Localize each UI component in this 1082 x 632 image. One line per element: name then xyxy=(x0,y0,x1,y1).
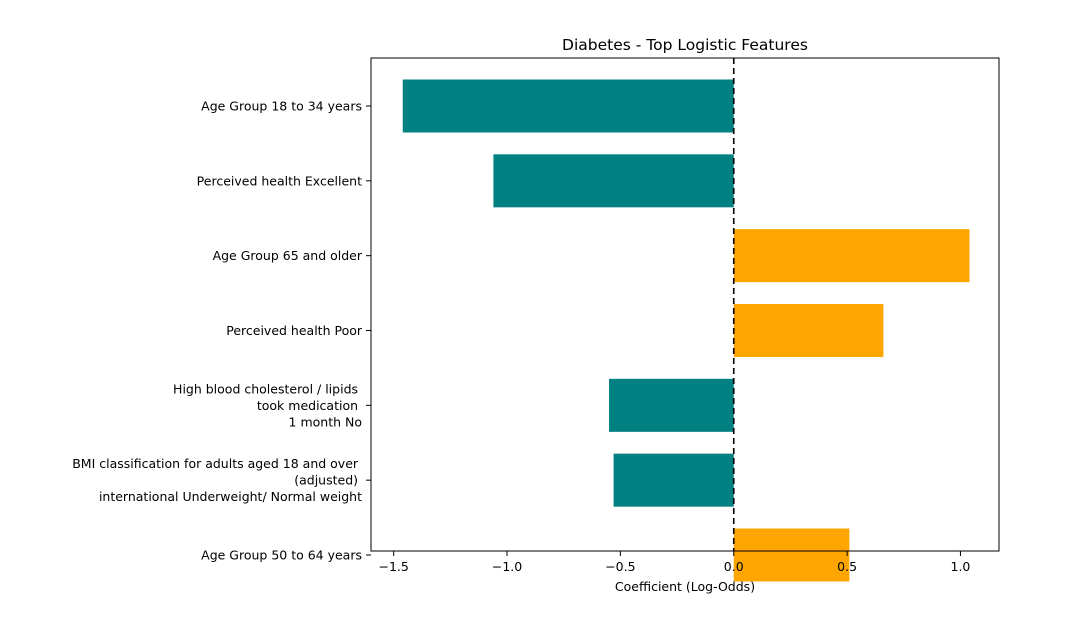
y-tick-label: BMI classification for adults aged 18 an… xyxy=(72,456,362,504)
y-tick-label: Perceived health Excellent xyxy=(197,173,362,188)
x-tick-label: 0.5 xyxy=(837,559,857,574)
x-axis-label: Coefficient (Log-Odds) xyxy=(615,579,755,594)
x-tick-label: −0.5 xyxy=(605,559,635,574)
y-tick-label: Age Group 50 to 64 years xyxy=(201,548,362,563)
x-tick-label: 1.0 xyxy=(951,559,971,574)
y-tick-label: Age Group 65 and older xyxy=(213,248,363,263)
chart-title: Diabetes - Top Logistic Features xyxy=(562,36,808,54)
bar xyxy=(733,229,970,283)
y-tick-label: High blood cholesterol / lipids took med… xyxy=(173,381,362,429)
bar xyxy=(609,378,734,432)
plot-frame xyxy=(370,57,1000,552)
bar xyxy=(733,304,884,357)
x-tick-label: 0.0 xyxy=(724,559,744,574)
bar xyxy=(493,154,734,208)
y-tick-label: Age Group 18 to 34 years xyxy=(201,99,362,114)
x-axis-ticks: −1.5 −1.0 −0.5 0.0 0.5 1.0 xyxy=(378,551,970,574)
bars-group xyxy=(402,79,970,582)
y-axis-ticks: Age Group 18 to 34 years Perceived health… xyxy=(72,99,371,563)
bar xyxy=(613,453,734,507)
x-tick-label: −1.5 xyxy=(378,559,408,574)
y-tick-label: Perceived health Poor xyxy=(226,323,363,338)
bar xyxy=(733,528,850,582)
x-tick-label: −1.0 xyxy=(492,559,522,574)
bar xyxy=(402,79,734,133)
